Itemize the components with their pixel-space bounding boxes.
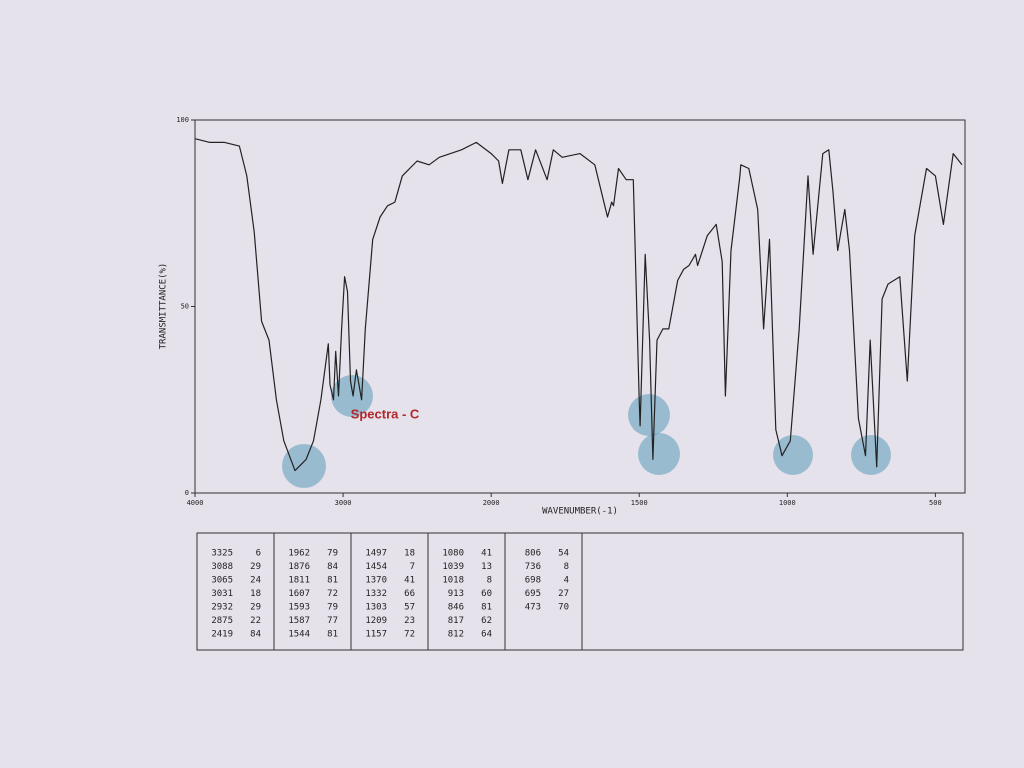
- peak-wavenumber: 1607: [288, 589, 310, 599]
- peak-transmittance: 62: [481, 616, 492, 626]
- peak-wavenumber: 1962: [288, 549, 310, 559]
- highlight: [773, 435, 813, 475]
- peak-wavenumber: 1544: [288, 630, 310, 640]
- peak-wavenumber: 1497: [365, 549, 387, 559]
- table-frame: [196, 532, 964, 651]
- peak-transmittance: 70: [558, 603, 569, 613]
- peak-wavenumber: 1080: [442, 549, 464, 559]
- peak-wavenumber: 3065: [211, 576, 233, 586]
- peak-wavenumber: 473: [525, 603, 541, 613]
- peak-wavenumber: 3031: [211, 589, 233, 599]
- peak-wavenumber: 1876: [288, 562, 310, 572]
- peak-transmittance: 18: [404, 549, 415, 559]
- highlight: [628, 394, 670, 436]
- x-tick-label: 1500: [631, 499, 648, 507]
- peak-transmittance: 79: [327, 603, 338, 613]
- peak-transmittance: 13: [481, 562, 492, 572]
- peak-transmittance: 8: [564, 562, 569, 572]
- peak-transmittance: 79: [327, 549, 338, 559]
- spectrum-line: [194, 138, 963, 472]
- peak-transmittance: 84: [327, 562, 338, 572]
- y-tick-label: 100: [176, 116, 189, 124]
- peak-transmittance: 18: [250, 589, 261, 599]
- peak-transmittance: 72: [404, 630, 415, 640]
- peak-wavenumber: 812: [448, 630, 464, 640]
- peak-transmittance: 84: [250, 630, 261, 640]
- peak-transmittance: 6: [256, 549, 261, 559]
- y-tick-label: 0: [185, 489, 189, 497]
- peak-wavenumber: 1593: [288, 603, 310, 613]
- peak-transmittance: 60: [481, 589, 492, 599]
- peak-transmittance: 4: [564, 576, 569, 586]
- highlight: [851, 435, 891, 475]
- peak-wavenumber: 1018: [442, 576, 464, 586]
- peak-transmittance: 64: [481, 630, 492, 640]
- peak-transmittance: 7: [410, 562, 415, 572]
- peak-wavenumber: 1157: [365, 630, 387, 640]
- peak-transmittance: 81: [327, 630, 338, 640]
- x-tick-label: 4000: [187, 499, 204, 507]
- peak-wavenumber: 1811: [288, 576, 310, 586]
- peak-wavenumber: 817: [448, 616, 464, 626]
- peak-transmittance: 24: [250, 576, 261, 586]
- peak-wavenumber: 3325: [211, 549, 233, 559]
- peak-wavenumber: 698: [525, 576, 541, 586]
- peak-transmittance: 41: [481, 549, 492, 559]
- highlight: [638, 433, 680, 475]
- peak-transmittance: 23: [404, 616, 415, 626]
- peak-wavenumber: 3088: [211, 562, 233, 572]
- x-tick-label: 2000: [483, 499, 500, 507]
- y-axis-label: TRANSMITTANCE(%): [159, 263, 169, 350]
- peak-wavenumber: 846: [448, 603, 464, 613]
- peak-transmittance: 29: [250, 562, 261, 572]
- peak-transmittance: 81: [481, 603, 492, 613]
- peak-wavenumber: 913: [448, 589, 464, 599]
- peak-wavenumber: 1370: [365, 576, 387, 586]
- peak-wavenumber: 1039: [442, 562, 464, 572]
- peak-wavenumber: 736: [525, 562, 541, 572]
- y-tick-label: 50: [181, 303, 189, 311]
- peak-transmittance: 22: [250, 616, 261, 626]
- peak-wavenumber: 1332: [365, 589, 387, 599]
- peak-transmittance: 81: [327, 576, 338, 586]
- peak-transmittance: 77: [327, 616, 338, 626]
- peak-transmittance: 57: [404, 603, 415, 613]
- peak-wavenumber: 2875: [211, 616, 233, 626]
- peak-wavenumber: 1209: [365, 616, 387, 626]
- peak-transmittance: 29: [250, 603, 261, 613]
- x-tick-label: 3000: [335, 499, 352, 507]
- highlight: [282, 444, 326, 488]
- x-tick-label: 1000: [779, 499, 796, 507]
- peak-transmittance: 41: [404, 576, 415, 586]
- peak-transmittance: 66: [404, 589, 415, 599]
- peak-wavenumber: 806: [525, 549, 541, 559]
- x-axis-label: WAVENUMBER(-1): [542, 507, 618, 517]
- x-tick-label: 500: [929, 499, 942, 507]
- peak-wavenumber: 695: [525, 589, 541, 599]
- annotation: Spectra - C: [351, 406, 420, 421]
- peak-wavenumber: 1303: [365, 603, 387, 613]
- peak-transmittance: 27: [558, 589, 569, 599]
- peak-wavenumber: 2932: [211, 603, 233, 613]
- peak-transmittance: 8: [487, 576, 492, 586]
- peak-transmittance: 72: [327, 589, 338, 599]
- peak-wavenumber: 2419: [211, 630, 233, 640]
- peak-wavenumber: 1454: [365, 562, 387, 572]
- peak-transmittance: 54: [558, 549, 569, 559]
- peak-wavenumber: 1587: [288, 616, 310, 626]
